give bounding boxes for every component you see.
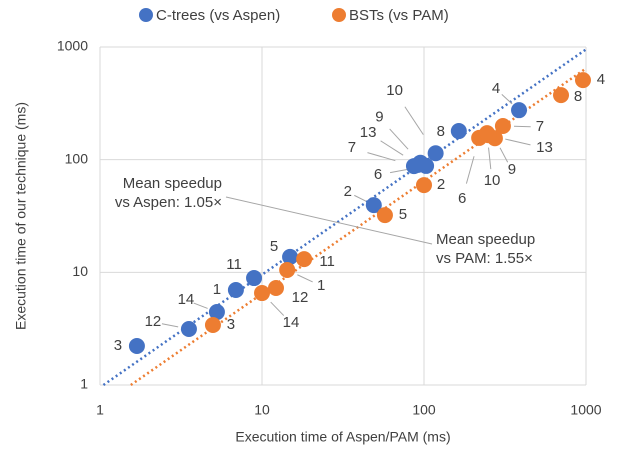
x-tick-label: 1	[96, 402, 104, 418]
point-label: 4	[597, 71, 605, 88]
point	[282, 248, 299, 265]
point	[254, 285, 270, 302]
point	[180, 321, 197, 338]
point	[553, 87, 570, 104]
label-leader	[389, 128, 409, 150]
y-tick-label: 1000	[57, 38, 88, 54]
point-label: 1	[213, 281, 221, 298]
point	[267, 280, 284, 297]
annotation: vs Aspen: 1.05×	[115, 194, 222, 211]
annotation-leader	[225, 196, 433, 245]
point-label: 14	[178, 291, 195, 308]
legend-label: BSTs (vs PAM)	[349, 7, 449, 24]
point-label: 8	[437, 123, 445, 140]
label-leader	[297, 274, 313, 283]
point	[574, 72, 591, 89]
point-label: 13	[360, 124, 377, 141]
label-leader	[505, 138, 531, 146]
annotation: Mean speedup	[436, 231, 535, 248]
point	[416, 177, 432, 194]
point	[365, 197, 382, 214]
point	[279, 261, 296, 278]
x-tick-label: 1000	[570, 402, 601, 418]
point	[246, 270, 263, 287]
point	[480, 127, 497, 144]
legend-marker	[332, 8, 346, 22]
y-axis-label: Execution time of our technique (ms)	[13, 102, 29, 330]
legend-marker	[139, 8, 153, 22]
label-leader	[193, 302, 208, 309]
label-leader	[270, 301, 285, 316]
point-label: 14	[283, 314, 300, 331]
point-label: 6	[374, 166, 382, 183]
label-leader	[161, 323, 179, 328]
point-label: 3	[114, 337, 122, 354]
legend-label: C-trees (vs Aspen)	[156, 7, 280, 24]
point-label: 13	[536, 139, 553, 156]
label-leader	[488, 147, 492, 170]
point-label: 10	[386, 82, 403, 99]
y-tick-label: 100	[65, 150, 89, 166]
point-label: 12	[292, 289, 309, 306]
annotation: vs PAM: 1.55×	[436, 250, 533, 267]
label-leader	[499, 147, 509, 163]
point	[427, 145, 444, 162]
point	[204, 316, 221, 333]
point-label: 9	[508, 161, 516, 178]
point-label: 11	[226, 256, 242, 273]
x-tick-label: 100	[412, 402, 436, 418]
point	[494, 117, 511, 134]
point-label: 6	[458, 190, 466, 207]
point-label: 1	[317, 277, 325, 294]
point	[128, 337, 145, 354]
label-leader	[354, 194, 367, 202]
point-label: 2	[437, 176, 445, 193]
label-leader	[465, 156, 475, 184]
point-label: 2	[344, 183, 352, 200]
point-label: 7	[536, 118, 544, 135]
label-leader	[367, 152, 396, 162]
y-tick-label: 10	[72, 263, 88, 279]
point-label: 5	[270, 238, 278, 255]
point	[376, 207, 393, 224]
x-axis-label: Execution time of Aspen/PAM (ms)	[235, 429, 450, 445]
point-label: 9	[375, 109, 383, 126]
point	[208, 304, 225, 321]
label-leader	[404, 106, 424, 135]
point	[410, 156, 427, 173]
point-label: 8	[574, 88, 582, 105]
point-label: 12	[145, 313, 162, 330]
label-leader	[501, 94, 513, 105]
point-label: 5	[399, 206, 407, 223]
point	[227, 281, 244, 298]
point	[511, 102, 528, 119]
point-label: 7	[348, 139, 356, 156]
point	[450, 123, 467, 140]
x-tick-label: 10	[254, 402, 270, 418]
point-label: 10	[484, 172, 501, 189]
annotation: Mean speedup	[123, 175, 222, 192]
trend-line	[102, 48, 587, 387]
point-label: 11	[319, 253, 335, 270]
point-label: 3	[227, 316, 235, 333]
point	[296, 251, 313, 268]
y-tick-label: 1	[80, 376, 88, 392]
point-label: 4	[492, 80, 500, 97]
label-leader	[380, 140, 404, 156]
